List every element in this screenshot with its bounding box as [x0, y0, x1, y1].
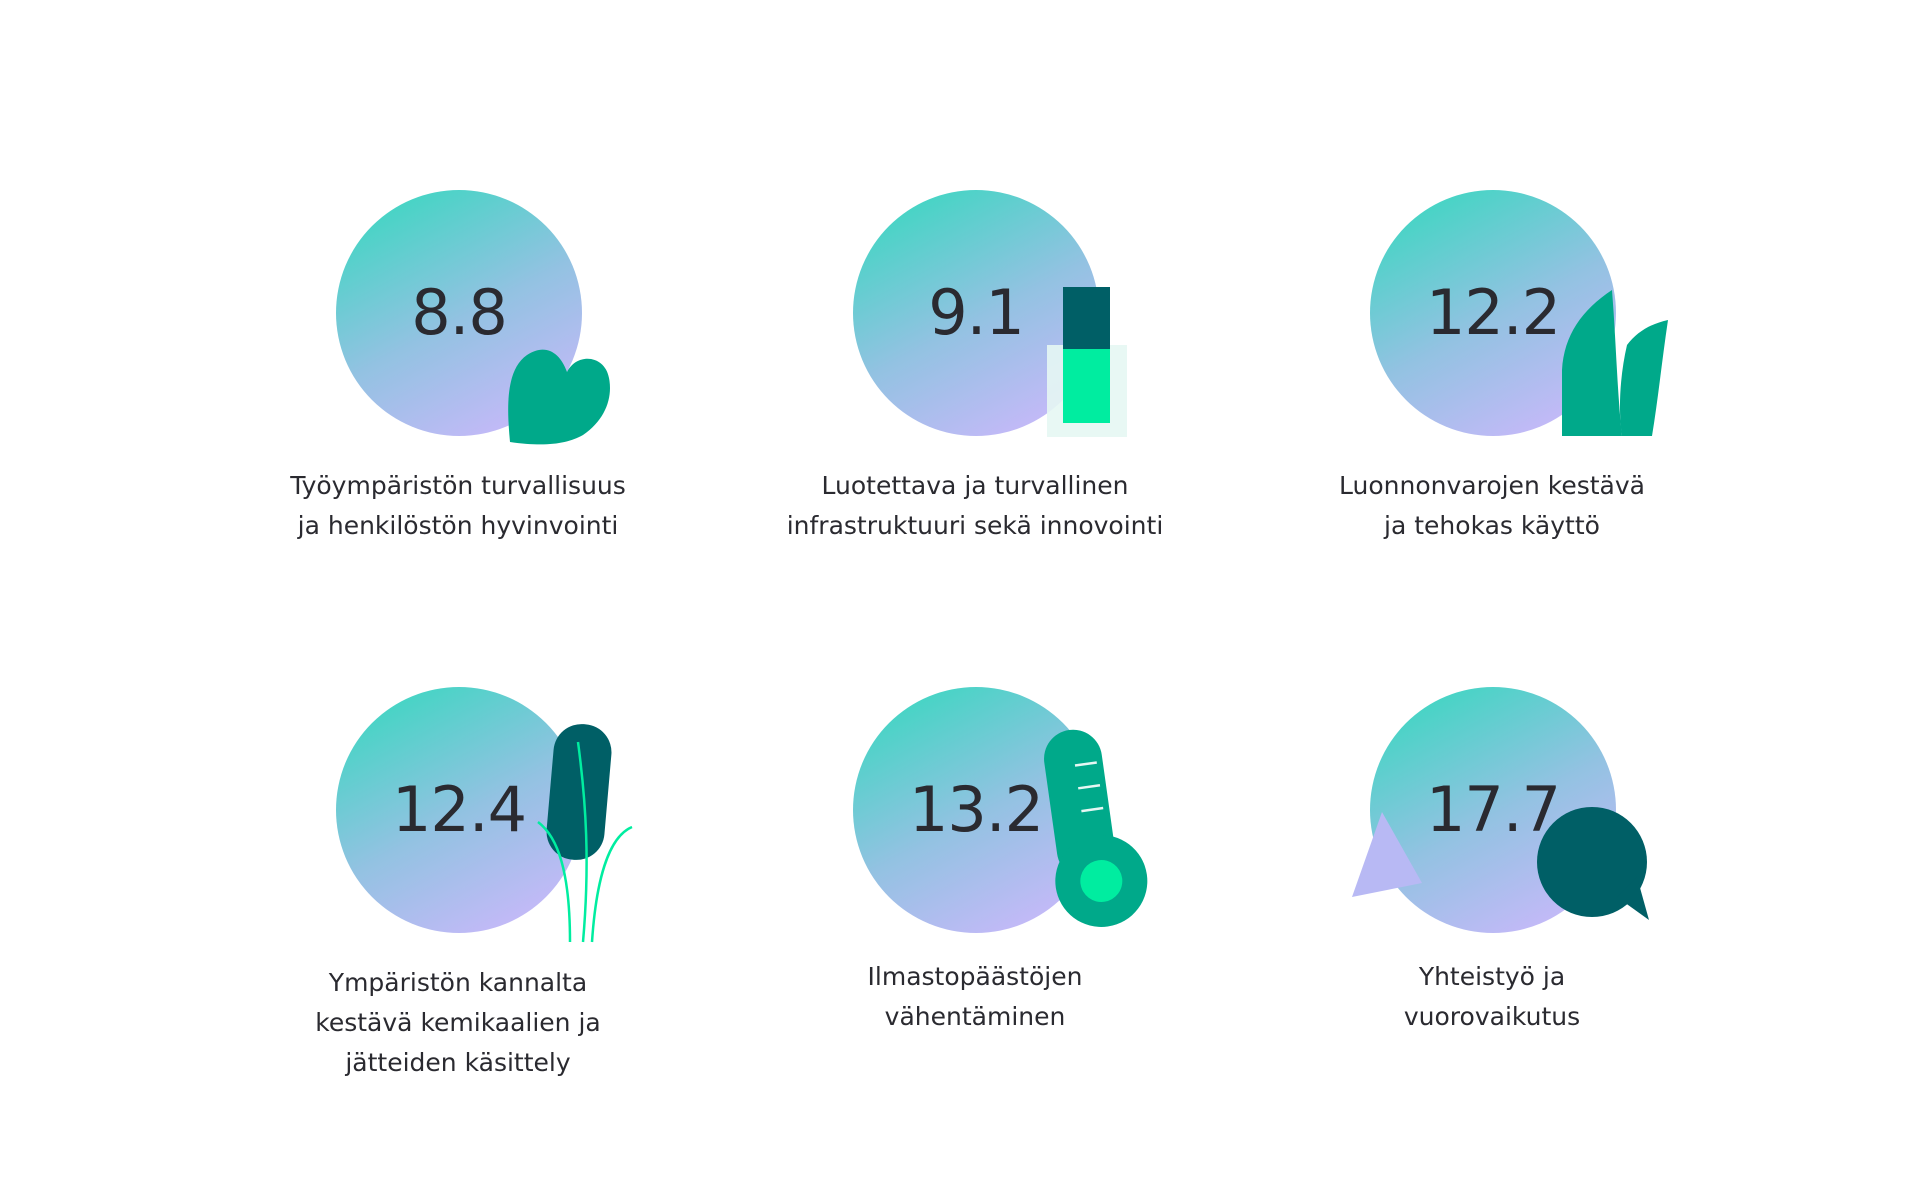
metric-label-line: ja tehokas käyttö — [1384, 511, 1600, 540]
chat-bubble-icon — [1537, 807, 1649, 920]
metric-label: Ilmastopäästöjen vähentäminen — [735, 957, 1215, 1037]
gradient-circle — [336, 687, 582, 933]
metric-card-8-8: 8.8 Työympäristön turvallisuus ja henkil… — [218, 160, 698, 640]
metric-label-line: Työympäristön turvallisuus — [290, 471, 626, 500]
speech-tail — [1352, 812, 1422, 897]
reed-icon — [537, 724, 633, 943]
metric-label: Työympäristön turvallisuus ja henkilöstö… — [218, 466, 698, 546]
metric-value: 12.2 — [1425, 276, 1561, 349]
metric-label-line: Luonnonvarojen kestävä — [1339, 471, 1645, 500]
metric-label-line: Ympäristön kannalta — [328, 968, 588, 997]
metric-label-line: kestävä kemikaalien ja — [315, 1008, 601, 1037]
metric-label: Yhteistyö ja vuorovaikutus — [1252, 957, 1732, 1037]
metric-label-line: vuorovaikutus — [1403, 1002, 1581, 1031]
metric-card-12-2: 12.2 Luonnonvarojen kestävä ja tehokas k… — [1252, 160, 1732, 640]
metric-label: Ympäristön kannalta kestävä kemikaalien … — [218, 963, 698, 1083]
metric-value: 17.7 — [1425, 773, 1561, 846]
metric-value: 8.8 — [411, 276, 508, 349]
metric-value: 12.4 — [391, 773, 527, 846]
metric-card-9-1: 9.1 Luotettava ja turvallinen infrastruk… — [735, 160, 1215, 640]
metric-label-line: jätteiden käsittely — [345, 1048, 571, 1077]
leaves-icon — [1562, 290, 1668, 436]
battery-icon — [1047, 287, 1127, 437]
metric-label-line: Luotettava ja turvallinen — [821, 471, 1129, 500]
metric-label-line: vähentäminen — [884, 1002, 1066, 1031]
metric-card-17-7: 17.7 Yhteistyö ja vuorovaikutus — [1252, 657, 1732, 1137]
metric-value: 9.1 — [928, 276, 1025, 349]
metric-label-line: Ilmastopäästöjen — [867, 962, 1083, 991]
metric-label: Luotettava ja turvallinen infrastruktuur… — [735, 466, 1215, 546]
heart-icon — [508, 349, 610, 445]
metric-card-12-4: 12.4 Ympäristön kannalta kestävä kemikaa… — [218, 657, 698, 1137]
thermometer-icon — [1044, 729, 1148, 927]
metric-label-line: Yhteistyö ja — [1418, 962, 1566, 991]
metric-label: Luonnonvarojen kestävä ja tehokas käyttö — [1252, 466, 1732, 546]
metric-label-line: ja henkilöstön hyvinvointi — [297, 511, 619, 540]
metric-card-13-2: 13.2 Ilmastopäästöjen vähentäminen — [735, 657, 1215, 1137]
metric-label-line: infrastruktuuri sekä innovointi — [786, 511, 1164, 540]
metric-value: 13.2 — [908, 773, 1044, 846]
